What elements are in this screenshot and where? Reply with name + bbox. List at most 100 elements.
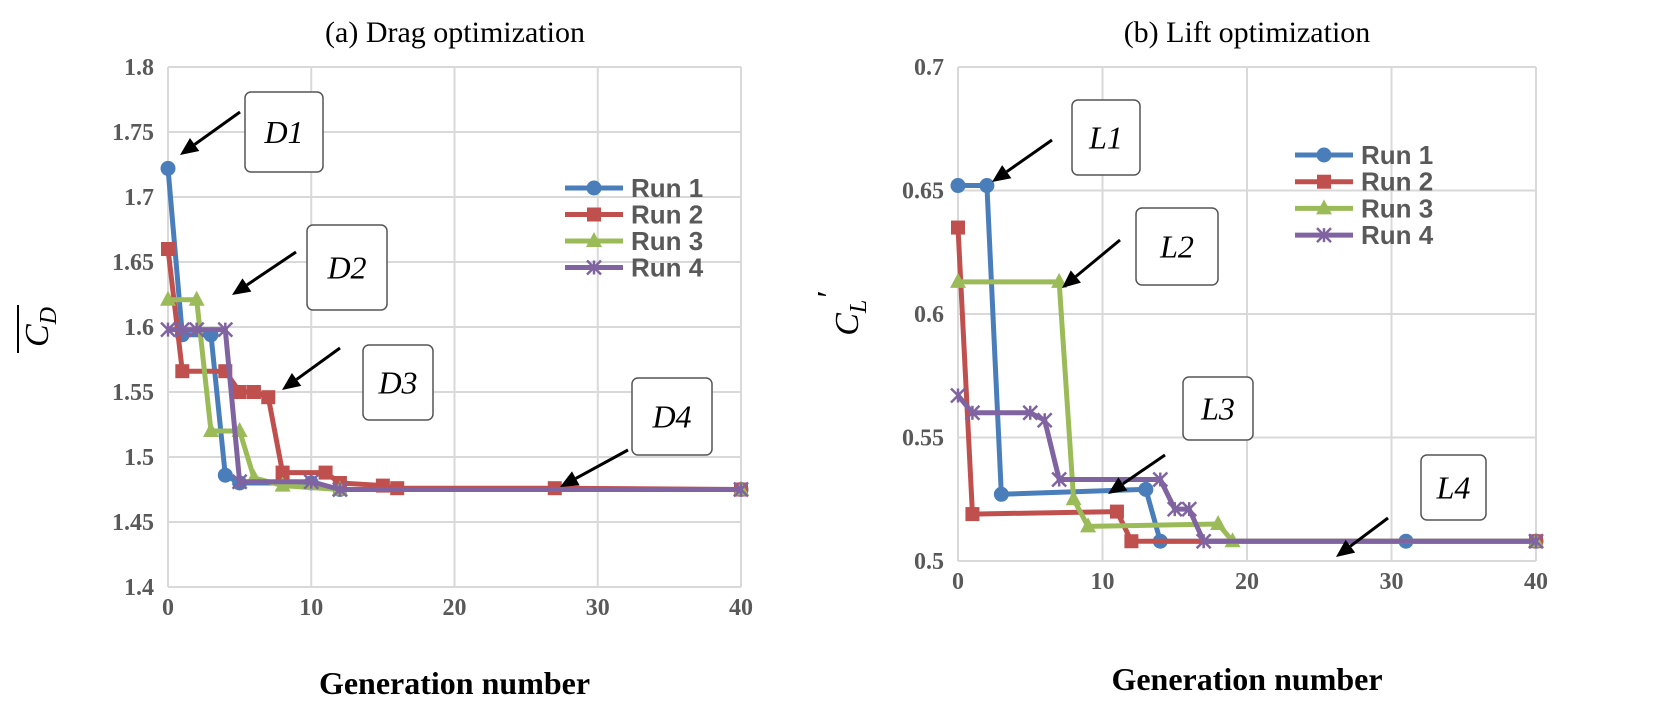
data-point bbox=[217, 467, 233, 483]
data-point bbox=[979, 178, 995, 194]
arrowhead-icon bbox=[232, 278, 252, 295]
annotation-label: L3 bbox=[1200, 391, 1235, 427]
y-axis-label-prime: ′ bbox=[811, 292, 848, 300]
arrowhead-icon bbox=[282, 372, 302, 390]
arrowhead-icon bbox=[1062, 270, 1081, 288]
annotation-arrow bbox=[246, 250, 297, 287]
annotation-box bbox=[306, 224, 388, 311]
arrowhead-icon bbox=[1336, 539, 1356, 557]
arrowhead-icon bbox=[180, 138, 200, 155]
x-tick-label: 0 bbox=[162, 595, 174, 621]
data-point bbox=[275, 465, 290, 480]
data-point bbox=[160, 321, 176, 338]
legend-marker bbox=[586, 180, 602, 196]
data-point bbox=[1065, 490, 1082, 506]
y-axis-label-base: C bbox=[829, 313, 866, 336]
annotation-label: D2 bbox=[326, 250, 366, 286]
data-point bbox=[232, 385, 247, 399]
y-tick-label: 0.55 bbox=[902, 426, 944, 452]
legend-marker bbox=[1317, 174, 1331, 189]
annotation-arrow bbox=[193, 110, 241, 146]
legend-marker bbox=[1316, 199, 1332, 215]
y-tick-label: 1.4 bbox=[124, 575, 154, 601]
data-point bbox=[1528, 533, 1544, 550]
data-point bbox=[246, 385, 261, 399]
y-tick-label: 1.7 bbox=[124, 185, 154, 211]
annotation-arrow bbox=[1349, 516, 1389, 548]
data-point bbox=[951, 220, 965, 235]
data-point bbox=[175, 364, 190, 379]
data-point bbox=[303, 473, 320, 490]
y-tick-label: 0.5 bbox=[914, 549, 944, 575]
series-line bbox=[956, 393, 1536, 544]
y-tick-label: 1.65 bbox=[112, 250, 154, 276]
y-tick-label: 0.7 bbox=[914, 55, 944, 81]
y-tick-label: 1.5 bbox=[124, 445, 154, 471]
arrowhead-icon bbox=[1108, 477, 1128, 494]
arrowhead-icon bbox=[560, 471, 580, 487]
legend-label: Run 4 bbox=[631, 253, 704, 283]
legend-label: Run 2 bbox=[631, 200, 703, 230]
data-point bbox=[188, 290, 205, 306]
series-run-4 bbox=[950, 387, 1544, 550]
series-line bbox=[168, 327, 741, 492]
data-point bbox=[160, 160, 176, 176]
y-axis-label-sub: D bbox=[36, 307, 62, 325]
x-tick-label: 20 bbox=[1235, 569, 1259, 595]
data-point bbox=[1051, 272, 1068, 288]
data-point bbox=[1051, 471, 1068, 488]
annotation-box bbox=[362, 344, 434, 421]
y-axis-label-sub: L bbox=[846, 300, 872, 314]
legend-label: Run 1 bbox=[1361, 140, 1433, 170]
x-tick-label: 40 bbox=[1524, 569, 1548, 595]
y-tick-label: 1.6 bbox=[124, 315, 154, 341]
x-tick-label: 0 bbox=[952, 569, 964, 595]
x-axis-label: Generation number bbox=[319, 665, 590, 701]
legend-label: Run 3 bbox=[1361, 193, 1433, 223]
data-point bbox=[1022, 404, 1039, 421]
annotation-label: D4 bbox=[651, 399, 691, 435]
y-tick-label: 1.45 bbox=[112, 510, 154, 536]
annotation-box bbox=[1135, 207, 1219, 286]
y-tick-label: 0.65 bbox=[902, 179, 944, 205]
chart-title: (b) Lift optimization bbox=[1124, 16, 1371, 49]
data-point bbox=[1166, 501, 1183, 518]
annotation-box bbox=[1182, 376, 1254, 441]
annotation-arrow bbox=[1005, 138, 1053, 173]
data-point bbox=[202, 422, 219, 437]
data-point bbox=[950, 272, 966, 288]
data-point bbox=[950, 178, 966, 194]
legend-label: Run 4 bbox=[1361, 220, 1434, 250]
x-tick-label: 10 bbox=[299, 595, 323, 621]
y-tick-label: 0.6 bbox=[914, 302, 944, 328]
legend-marker bbox=[586, 232, 602, 247]
data-point bbox=[964, 404, 981, 421]
y-tick-label: 1.75 bbox=[112, 120, 154, 146]
x-tick-label: 20 bbox=[443, 595, 467, 621]
x-axis-label: Generation number bbox=[1111, 661, 1382, 697]
data-point bbox=[160, 290, 176, 306]
annotation-label: L2 bbox=[1159, 229, 1194, 265]
annotation-arrow bbox=[1122, 453, 1166, 486]
data-point bbox=[1152, 471, 1169, 488]
x-tick-label: 30 bbox=[1380, 569, 1404, 595]
annotation-box bbox=[1420, 454, 1487, 521]
data-point bbox=[217, 321, 234, 338]
x-tick-label: 10 bbox=[1091, 569, 1115, 595]
annotation-label: L1 bbox=[1088, 120, 1123, 156]
annotation-label: L4 bbox=[1436, 470, 1471, 506]
y-tick-label: 1.55 bbox=[112, 380, 154, 406]
data-point bbox=[1036, 412, 1053, 429]
y-axis-label: CD bbox=[19, 307, 62, 347]
y-axis-label-base: C bbox=[19, 324, 56, 347]
data-point bbox=[1109, 504, 1124, 519]
y-axis-label: CL′ bbox=[811, 292, 872, 336]
series-run-4 bbox=[160, 321, 749, 498]
annotation-label: D3 bbox=[377, 365, 417, 401]
arrowhead-icon bbox=[992, 165, 1012, 182]
data-point bbox=[188, 321, 205, 338]
data-point bbox=[1080, 517, 1097, 533]
data-point bbox=[318, 465, 333, 480]
annotation-arrow bbox=[295, 346, 341, 381]
